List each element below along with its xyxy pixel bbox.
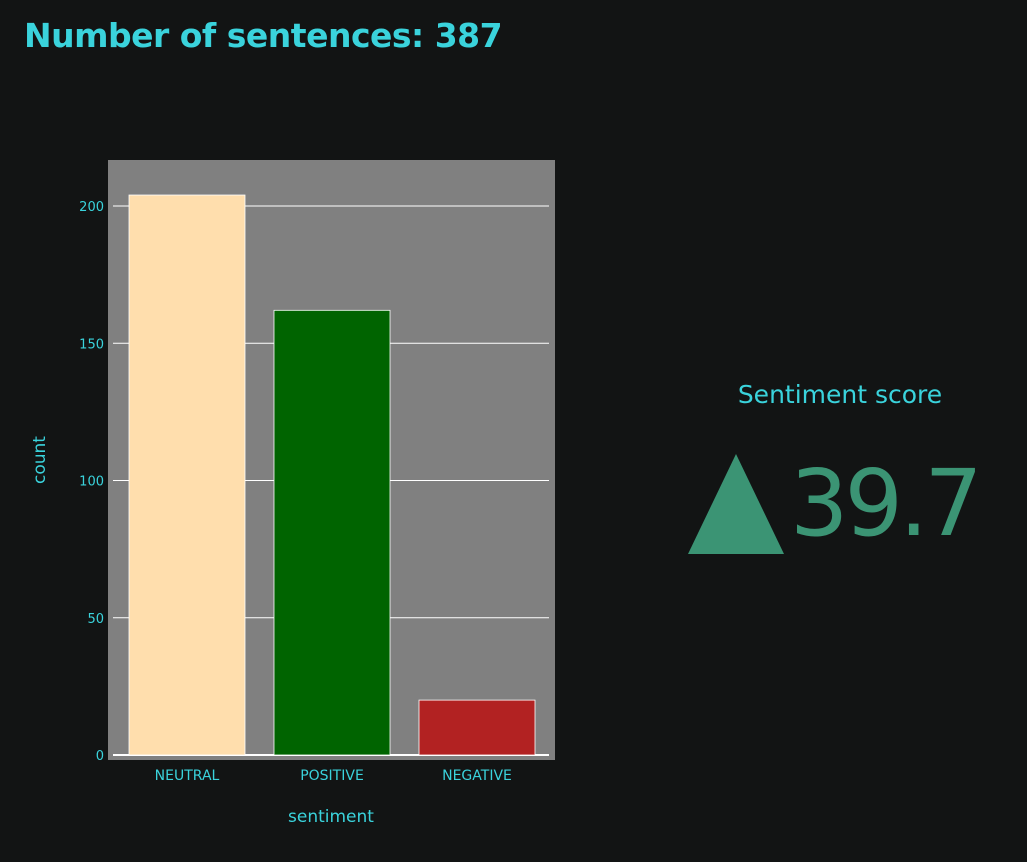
metric-label: Sentiment score [737, 380, 943, 409]
sentiment-bar-chart: 0 50 100 150 200 NEUTRAL POSITIVE NEGATIVE sen… [30, 160, 555, 827]
bar-positive[interactable] [273, 309, 391, 756]
y-tick-label: 50 [87, 612, 104, 627]
x-tick-label: POSITIVE [300, 768, 364, 784]
x-axis-ticks: NEUTRAL POSITIVE NEGATIVE [155, 768, 512, 784]
y-tick-label: 200 [79, 200, 104, 215]
x-axis-title: sentiment [288, 807, 374, 827]
y-tick-label: 0 [96, 749, 104, 764]
bar-negative[interactable] [418, 699, 536, 756]
y-axis-title: count [30, 436, 50, 484]
metric-value-row: 39.7 [688, 448, 983, 560]
metric-value: 39.7 [790, 450, 983, 557]
x-tick-label: NEUTRAL [155, 768, 220, 784]
y-tick-label: 100 [79, 475, 104, 490]
triangle-up-icon [688, 454, 784, 554]
bar-neutral[interactable] [128, 194, 246, 756]
y-tick-label: 150 [79, 337, 104, 352]
bars [128, 194, 536, 756]
y-axis-ticks: 0 50 100 150 200 [79, 200, 104, 764]
page-title: Number of sentences: 387 [24, 16, 503, 55]
x-tick-label: NEGATIVE [442, 768, 512, 784]
